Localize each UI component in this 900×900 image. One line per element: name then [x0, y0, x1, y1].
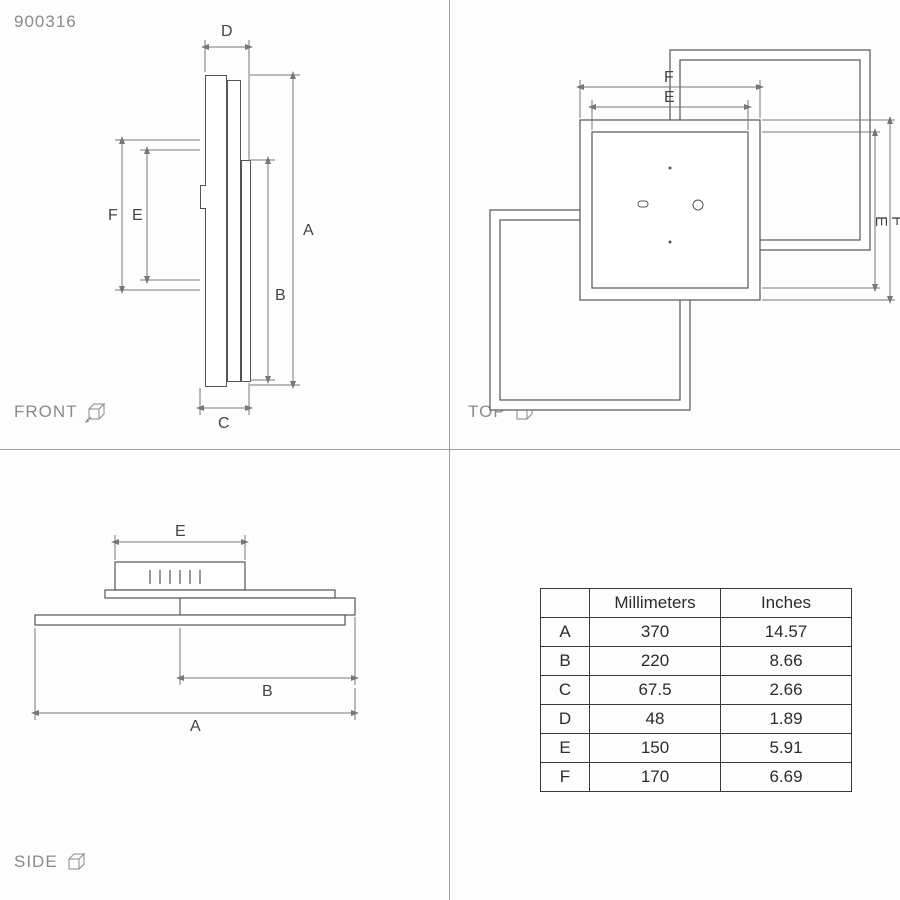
cell-key: E [541, 734, 590, 763]
svg-text:B: B [275, 287, 286, 304]
table-row: E1505.91 [541, 734, 852, 763]
col-in: Inches [721, 589, 852, 618]
cell-mm: 150 [590, 734, 721, 763]
svg-text:B: B [262, 683, 273, 700]
top-drawing: F E E F [450, 0, 900, 450]
cell-mm: 67.5 [590, 676, 721, 705]
cell-mm: 48 [590, 705, 721, 734]
table-header-row: Millimeters Inches [541, 589, 852, 618]
svg-text:F: F [664, 69, 674, 86]
svg-text:A: A [190, 718, 201, 735]
svg-text:E: E [132, 207, 143, 224]
cell-mm: 220 [590, 647, 721, 676]
dimension-table: Millimeters Inches A37014.57B2208.66C67.… [540, 588, 852, 792]
svg-text:A: A [303, 222, 314, 239]
cell-in: 1.89 [721, 705, 852, 734]
cell-key: A [541, 618, 590, 647]
svg-text:E: E [872, 216, 889, 227]
svg-text:F: F [888, 216, 900, 226]
table-row: B2208.66 [541, 647, 852, 676]
top-view: F E E F [450, 0, 900, 450]
col-key [541, 589, 590, 618]
cell-mm: 170 [590, 763, 721, 792]
cell-in: 8.66 [721, 647, 852, 676]
cell-key: B [541, 647, 590, 676]
cell-in: 2.66 [721, 676, 852, 705]
table-row: C67.52.66 [541, 676, 852, 705]
table-row: D481.89 [541, 705, 852, 734]
side-drawing: E B A [0, 450, 450, 900]
table-row: A37014.57 [541, 618, 852, 647]
svg-text:E: E [664, 89, 675, 106]
table-row: F1706.69 [541, 763, 852, 792]
front-view: A B D C F E [0, 0, 450, 450]
cell-in: 5.91 [721, 734, 852, 763]
cell-key: D [541, 705, 590, 734]
col-mm: Millimeters [590, 589, 721, 618]
cell-key: C [541, 676, 590, 705]
cell-mm: 370 [590, 618, 721, 647]
svg-text:E: E [175, 523, 186, 540]
front-dimensions: A B D C F E [0, 0, 450, 450]
svg-text:C: C [218, 415, 230, 432]
cell-key: F [541, 763, 590, 792]
cell-in: 6.69 [721, 763, 852, 792]
side-view: E B A [0, 450, 450, 900]
svg-text:D: D [221, 23, 233, 40]
svg-text:F: F [108, 207, 118, 224]
cell-in: 14.57 [721, 618, 852, 647]
